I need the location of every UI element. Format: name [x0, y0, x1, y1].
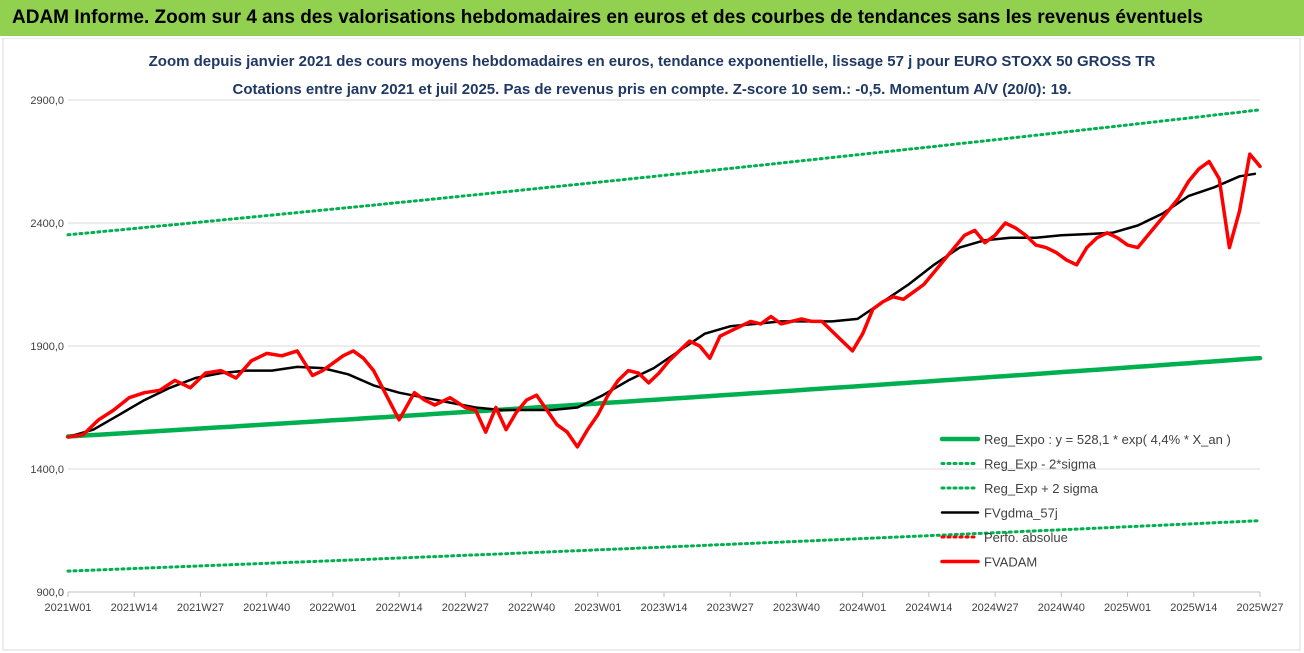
- legend-label: FVgdma_57j: [984, 506, 1058, 521]
- gridlines: [68, 99, 1260, 593]
- legend-label: Reg_Expo : y = 528,1 * exp( 4,4% * X_an …: [984, 432, 1231, 447]
- x-tick-label: 2022W01: [309, 602, 356, 614]
- line-chart: Zoom depuis janvier 2021 des cours moyen…: [2, 38, 1301, 651]
- series-line: [66, 108, 1262, 237]
- x-tick-label: 2024W14: [905, 602, 952, 614]
- chart-area: Zoom depuis janvier 2021 des cours moyen…: [0, 38, 1304, 653]
- x-tick-label: 2024W01: [839, 602, 886, 614]
- x-tick-label: 2024W27: [972, 602, 1019, 614]
- chart-subtitle: Cotations entre janv 2021 et juil 2025. …: [233, 81, 1072, 98]
- x-tick-label: 2025W14: [1170, 602, 1217, 614]
- chart-border: [2, 38, 1301, 651]
- x-tick-label: 2025W27: [1236, 602, 1283, 614]
- x-tick-label: 2021W14: [111, 602, 158, 614]
- header-banner: ADAM Informe. Zoom sur 4 ans des valoris…: [0, 0, 1304, 36]
- series-layer: [65, 108, 1263, 573]
- x-tick-label: 2023W14: [640, 602, 687, 614]
- y-tick-label: 2400,0: [30, 218, 64, 230]
- y-tick-label: 1400,0: [30, 464, 64, 476]
- x-tick-label: 2024W40: [1038, 602, 1085, 614]
- x-tick-label: 2023W40: [773, 602, 820, 614]
- chart-title: Zoom depuis janvier 2021 des cours moyen…: [149, 53, 1156, 70]
- series-line: [65, 355, 1263, 439]
- legend-label: Reg_Exp - 2*sigma: [984, 457, 1097, 472]
- y-tick-label: 1900,0: [30, 341, 64, 353]
- x-tick-label: 2025W01: [1104, 602, 1151, 614]
- series-line: [66, 172, 1257, 439]
- x-tick-label: 2023W01: [574, 602, 621, 614]
- series-line: [66, 519, 1262, 573]
- x-tick-label: 2021W27: [177, 602, 224, 614]
- x-axis: 2021W01 2021W14 2021W27 2021W40 2022W01 2022W…: [44, 591, 1284, 614]
- x-tick-label: 2021W40: [243, 602, 290, 614]
- x-tick-label: 2021W01: [44, 602, 91, 614]
- x-tick-label: 2022W40: [508, 602, 555, 614]
- x-tick-label: 2023W27: [707, 602, 754, 614]
- y-tick-label: 900,0: [36, 587, 64, 599]
- legend-label: FVADAM: [984, 555, 1037, 570]
- y-axis: 900,0 1400,0 1900,0 2400,0 2900,0: [30, 95, 64, 599]
- legend-label: Perfo. absolue: [984, 530, 1068, 545]
- legend: Reg_Expo : y = 528,1 * exp( 4,4% * X_an …: [939, 432, 1231, 570]
- x-tick-label: 2022W27: [442, 602, 489, 614]
- x-tick-label: 2022W14: [376, 602, 423, 614]
- y-tick-label: 2900,0: [30, 95, 64, 107]
- series-line: [66, 152, 1262, 449]
- legend-label: Reg_Exp + 2 sigma: [984, 481, 1099, 496]
- banner-title: ADAM Informe. Zoom sur 4 ans des valoris…: [12, 7, 1204, 28]
